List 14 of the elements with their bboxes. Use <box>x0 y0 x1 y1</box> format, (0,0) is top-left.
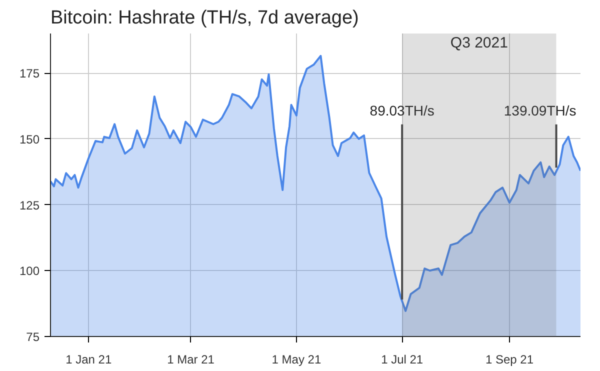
annotation: 139.09TH/s <box>504 102 576 118</box>
y-tick-label: 125 <box>19 198 40 212</box>
band-label: Q3 2021 <box>450 34 508 52</box>
y-tick-label: 175 <box>19 66 40 81</box>
y-tick-label: 150 <box>19 132 40 146</box>
y-tick-label: 100 <box>19 264 40 278</box>
x-tick-label: 1 May 21 <box>272 352 322 366</box>
y-tick-label: 75 <box>26 330 40 344</box>
x-tick-label: 1 Jul 21 <box>381 352 424 366</box>
x-tick-label: 1 Jan 21 <box>66 352 112 366</box>
chart-title: Bitcoin: Hashrate (TH/s, 7d average) <box>50 8 359 28</box>
annotation: 89.03TH/s <box>370 102 434 118</box>
x-tick-label: 1 Sep 21 <box>485 352 534 366</box>
x-tick-label: 1 Mar 21 <box>167 352 215 366</box>
